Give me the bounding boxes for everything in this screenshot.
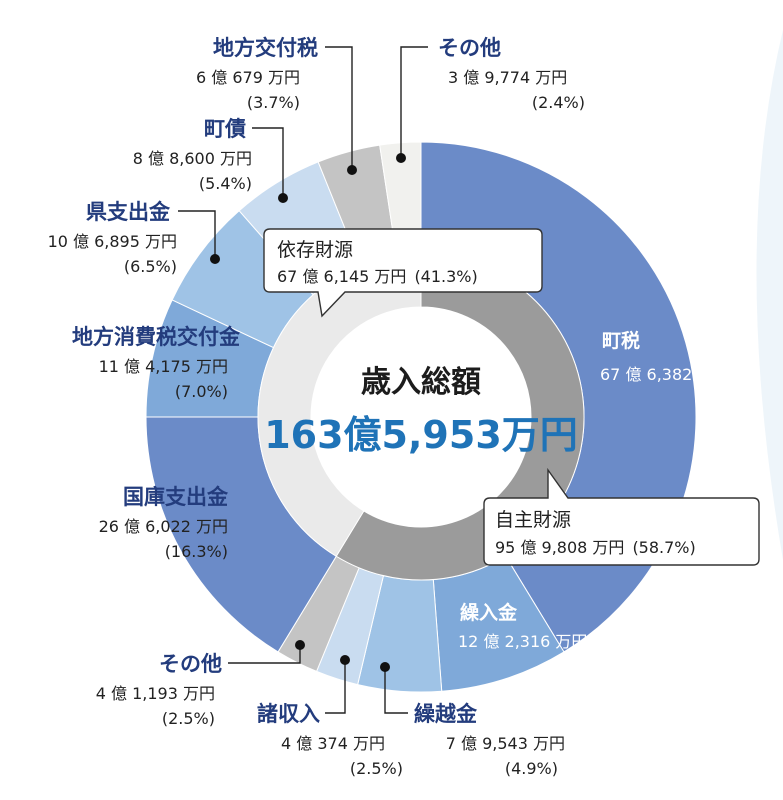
label-percent: (7.5%) <box>559 657 612 676</box>
callout-name: 自主財源 <box>495 509 571 531</box>
label-name: 町債 <box>204 117 246 141</box>
label-percent: (7.0%) <box>175 382 228 401</box>
label-amount: 10 億 6,895 万円 <box>48 232 177 251</box>
callout-izon-zaigen: 依存財源 67 億 6,145 万円 (41.3%) <box>263 228 543 318</box>
center-hole <box>311 307 531 527</box>
label-amount: 67 億 6,382 万円 <box>600 365 729 384</box>
label-sonota-top: その他 3 億 9,774 万円 (2.4%) <box>438 36 585 112</box>
callout-box <box>263 228 543 318</box>
leader-chihou-koufuzei <box>325 46 353 170</box>
label-percent: (3.7%) <box>247 93 300 112</box>
label-chihou-koufuzei: 地方交付税 6 億 679 万円 (3.7%) <box>196 36 318 112</box>
label-name: 地方消費税交付金 <box>72 325 241 349</box>
label-name: 繰越金 <box>414 702 478 726</box>
center-total: 163億5,953万円 <box>264 413 578 457</box>
decorative-swoosh <box>756 30 783 560</box>
label-amount: 11 億 4,175 万円 <box>99 357 228 376</box>
center-title: 歳入総額 <box>361 365 481 400</box>
label-amount: 8 億 8,600 万円 <box>133 149 252 168</box>
label-percent: (5.4%) <box>199 174 252 193</box>
label-amount: 12 億 2,316 万円 <box>458 632 587 651</box>
label-name: 国庫支出金 <box>123 485 229 509</box>
callout-jishu-zaigen: 自主財源 95 億 9,808 万円 (58.7%) <box>483 467 760 566</box>
leader-sonota-top <box>400 46 428 158</box>
callout-amount: 95 億 9,808 万円 (58.7%) <box>495 538 696 557</box>
label-shoshuunyuu: 諸収入 4 億 374 万円 (2.5%) <box>257 702 403 778</box>
leader-chousai <box>252 127 284 198</box>
leader-shoshuunyuu <box>325 660 346 714</box>
label-chihou-shouhizei: 地方消費税交付金 11 億 4,175 万円 (7.0%) <box>72 325 241 401</box>
label-name: 繰入金 <box>460 601 518 624</box>
dot-kurikoshikin <box>380 662 390 672</box>
label-chouzei: 町税 67 億 6,382 万円 (41.3%) <box>600 329 757 409</box>
label-amount: 4 億 374 万円 <box>281 734 385 753</box>
label-percent: (2.4%) <box>532 93 585 112</box>
dot-sonota-bottom <box>295 640 305 650</box>
label-percent: (2.5%) <box>350 759 403 778</box>
callout-box <box>483 467 760 566</box>
label-kokko-shishutsukin: 国庫支出金 26 億 6,022 万円 (16.3%) <box>99 485 229 561</box>
leader-lines <box>178 46 428 714</box>
callout-name: 依存財源 <box>277 239 353 261</box>
label-amount: 6 億 679 万円 <box>196 68 300 87</box>
label-ken-shishutsukin: 県支出金 10 億 6,895 万円 (6.5%) <box>48 200 177 276</box>
label-name: その他 <box>438 36 501 60</box>
leader-kurikoshikin <box>384 667 408 714</box>
label-percent: (2.5%) <box>162 709 215 728</box>
label-percent: (6.5%) <box>124 257 177 276</box>
label-amount: 26 億 6,022 万円 <box>99 517 228 536</box>
dot-ken-shishutsukin <box>210 254 220 264</box>
callout-amount: 67 億 6,145 万円 (41.3%) <box>277 267 478 286</box>
label-chousai: 町債 8 億 8,600 万円 (5.4%) <box>133 117 252 193</box>
label-name: その他 <box>159 652 222 676</box>
label-amount: 3 億 9,774 万円 <box>448 68 567 87</box>
leader-sonota-bottom <box>228 645 301 664</box>
label-name: 諸収入 <box>257 702 320 726</box>
label-kurirekin: 繰入金 12 億 2,316 万円 (7.5%) <box>458 601 612 676</box>
label-sonota-bottom: その他 4 億 1,193 万円 (2.5%) <box>96 652 222 728</box>
label-kurikoshikin: 繰越金 7 億 9,543 万円 (4.9%) <box>414 702 565 778</box>
label-name: 地方交付税 <box>213 36 318 60</box>
label-percent: (4.9%) <box>505 759 558 778</box>
dot-chihou-koufuzei <box>347 165 357 175</box>
label-percent: (16.3%) <box>165 542 228 561</box>
label-amount: 4 億 1,193 万円 <box>96 684 215 703</box>
label-percent: (41.3%) <box>694 390 757 409</box>
leader-ken-shishutsukin <box>178 210 216 259</box>
label-amount: 7 億 9,543 万円 <box>446 734 565 753</box>
label-name: 県支出金 <box>86 200 171 224</box>
dot-chousai <box>278 193 288 203</box>
label-name: 町税 <box>602 329 640 352</box>
dot-shoshuunyuu <box>340 655 350 665</box>
dot-sonota-top <box>396 153 406 163</box>
